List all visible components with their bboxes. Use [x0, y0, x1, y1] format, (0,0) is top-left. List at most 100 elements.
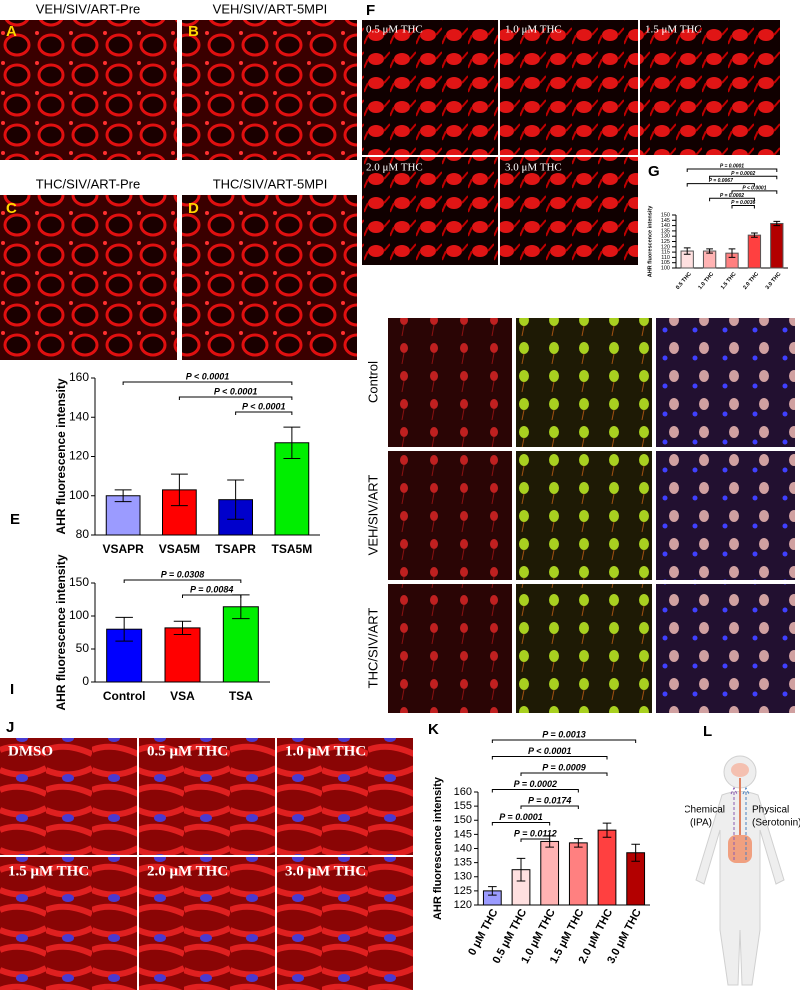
significance-label: P = 0.0067	[709, 178, 733, 184]
panel-title: THC/SIV/ART-5MPI	[213, 176, 328, 191]
significance-label: P = 0.0036	[731, 200, 755, 206]
image-label: 0.5 μM THC	[366, 24, 423, 36]
micrograph	[516, 584, 652, 713]
y-tick-label: 120	[69, 449, 89, 463]
panel-letter: C	[6, 200, 17, 217]
panel-letter: D	[188, 200, 199, 217]
micrograph	[182, 20, 357, 160]
y-tick-label: 100	[69, 608, 89, 622]
significance-label: P = 0.0002	[720, 193, 744, 199]
micrograph	[139, 738, 275, 855]
significance-label: P = 0.0013	[542, 729, 585, 739]
panel-letter: E	[10, 511, 20, 528]
error-bar	[706, 248, 713, 254]
micrograph	[500, 20, 638, 155]
significance-bracket	[520, 772, 608, 776]
panel-l: L Chemical (IPA) Physical (Serotonin)	[683, 723, 800, 986]
significance-label: P < 0.0001	[528, 746, 571, 756]
row-label: Control	[365, 361, 380, 403]
significance-bracket	[491, 739, 637, 743]
panel-letter: F	[366, 2, 375, 19]
x-tick-label: TSA	[229, 689, 253, 703]
micrograph	[388, 451, 512, 580]
y-axis-label: AHR fluorescence intensity	[647, 205, 653, 277]
x-tick-label: VSA5M	[159, 542, 200, 556]
error-bar	[574, 838, 583, 848]
panel-letter: L	[703, 723, 712, 740]
error-bar	[516, 857, 526, 882]
y-tick-label: 125	[454, 885, 472, 897]
error-bar	[728, 248, 736, 258]
error-bar	[115, 616, 133, 642]
significance-label: P = 0.0001	[499, 812, 542, 822]
significance-bracket	[178, 396, 293, 400]
panel-title: THC/SIV/ART-Pre	[36, 176, 141, 191]
x-tick-label: TSAPR	[215, 542, 256, 556]
significance-bracket	[709, 197, 755, 202]
significance-bracket	[709, 175, 778, 180]
micrograph	[640, 20, 780, 155]
significance-label: P = 0.0112	[514, 828, 557, 838]
significance-label: P = 0.0001	[720, 164, 744, 170]
y-axis-label: AHR fluorescence intensity	[54, 378, 68, 534]
y-tick-label: 100	[661, 265, 670, 271]
significance-bracket	[520, 805, 579, 809]
y-tick-label: 160	[69, 370, 89, 384]
micrograph	[182, 195, 357, 360]
error-bar	[751, 232, 758, 238]
panel-f: F 0.5 μM THC 1.0 μM THC 1.5 μM THC 2.0 μ…	[362, 2, 780, 265]
error-bar	[283, 426, 301, 459]
y-tick-label: 125	[661, 239, 670, 245]
y-tick-label: 120	[454, 899, 472, 911]
bar-chart: K AHR fluorescence intensity 120 125 130 135 1…	[415, 720, 685, 990]
image-label: 2.0 μM THC	[366, 162, 423, 174]
significance-label: P = 0.0174	[528, 795, 571, 805]
y-tick-label: 140	[661, 223, 670, 229]
micrograph	[277, 738, 413, 855]
panel-title: VEH/SIV/ART-5MPI	[213, 1, 328, 16]
significance-label: P = 0.0002	[731, 171, 755, 177]
y-tick-label: 130	[454, 871, 472, 883]
micrograph	[516, 318, 652, 447]
pathway-label: (Serotonin)	[752, 818, 800, 829]
significance-label: P < 0.0001	[214, 386, 257, 396]
significance-bracket	[123, 579, 242, 583]
micrograph	[0, 738, 137, 855]
image-label: 1.5 μM THC	[8, 863, 89, 879]
y-tick-label: 120	[661, 244, 670, 250]
panel-letter: K	[428, 721, 439, 738]
panel-j: J DMSO 0.5 μM THC 1.0 μM THC 1.5 μM THC …	[0, 719, 413, 990]
panel-a-d: VEH/SIV/ART-Pre VEH/SIV/ART-5MPI THC/SIV…	[0, 1, 357, 360]
image-label: 1.0 μM THC	[285, 743, 366, 759]
micrograph	[388, 318, 512, 447]
row-label: THC/SIV/ART	[365, 608, 380, 689]
image-label: 0.5 μM THC	[147, 743, 228, 759]
significance-label: P < 0.0001	[242, 401, 285, 411]
y-tick-label: 135	[454, 857, 472, 869]
significance-bracket	[491, 789, 579, 793]
x-tick-label: VSAPR	[102, 542, 144, 556]
error-bar	[170, 473, 188, 507]
image-label: 3.0 μM THC	[505, 162, 562, 174]
significance-bracket	[235, 411, 293, 415]
significance-bracket	[731, 205, 755, 209]
arrow	[742, 786, 750, 860]
significance-bracket	[520, 838, 551, 842]
y-tick-label: 150	[661, 212, 670, 218]
y-tick-label: 100	[69, 488, 89, 502]
micrograph	[656, 584, 795, 713]
y-tick-label: 140	[69, 409, 89, 423]
significance-label: P = 0.0084	[190, 584, 233, 594]
bar	[540, 840, 560, 906]
y-tick-label: 150	[454, 814, 472, 826]
micrograph	[388, 584, 512, 713]
micrograph	[277, 857, 413, 990]
panel-letter: B	[188, 23, 199, 40]
y-axis-label: AHR fluorescence intensity	[54, 554, 68, 710]
brain	[731, 763, 749, 777]
panel-letter: G	[648, 163, 660, 180]
bar	[747, 234, 762, 269]
image-label: DMSO	[8, 743, 53, 759]
y-tick-label: 80	[76, 527, 90, 541]
